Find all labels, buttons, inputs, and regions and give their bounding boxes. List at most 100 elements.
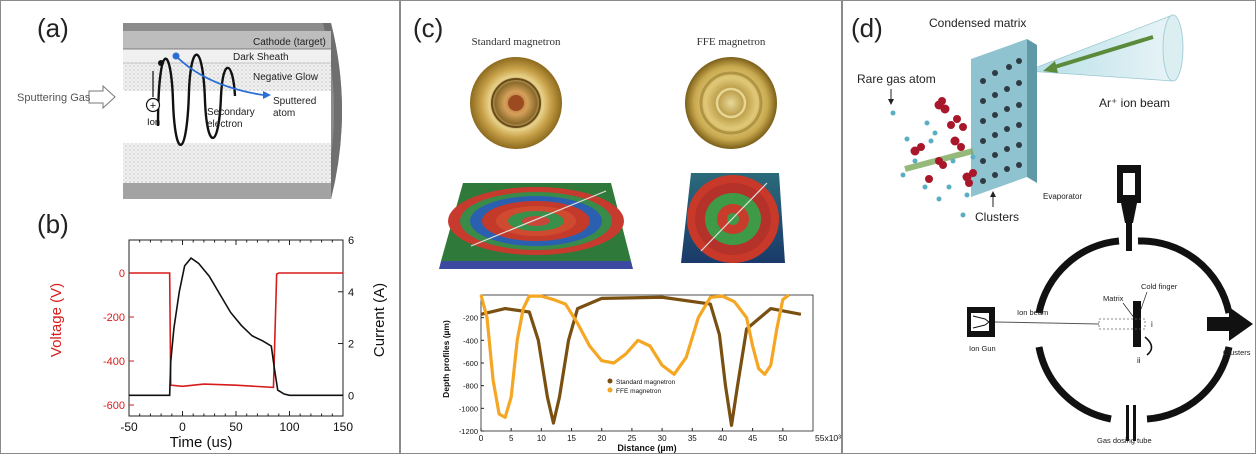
cathode-layer [123, 31, 331, 49]
rare-gas-atoms [890, 110, 976, 218]
ion-beam-arrow-line [1047, 35, 1154, 71]
rare-gas-atom-label: Rare gas atom [857, 72, 936, 86]
voltage-series-line [129, 272, 343, 389]
secondary-electron-label-1: Secondary [207, 107, 255, 118]
y-tick-label: -800 [463, 382, 478, 391]
standard-surface-map [439, 183, 633, 269]
depth-profile-chart: Distance (µm) Depth profiles (µm) 55x10³… [441, 293, 841, 453]
x-tick-label: 30 [658, 434, 667, 443]
x-tick-label: 20 [597, 434, 606, 443]
y-tick-label: -600 [463, 359, 478, 368]
x-tick-label: 0 [179, 420, 186, 434]
gas-dosing-tube-left [1126, 405, 1129, 441]
vacuum-chamber [1035, 237, 1233, 423]
x-tick-label: 5 [509, 434, 514, 443]
tube-bottom-wall [123, 183, 331, 199]
rare-gas-pointer-head [888, 99, 894, 105]
dark-sheath-label: Dark Sheath [233, 52, 289, 63]
sputtered-atom-arrowhead [263, 91, 271, 99]
evaporator-icon [1117, 165, 1141, 251]
legend-standard-label: Standard magnetron [616, 379, 676, 386]
panel-c-label: (c) [413, 13, 444, 43]
pulse-chart-frame [128, 239, 344, 417]
cathode-label: Cathode (target) [253, 37, 326, 48]
sputtered-atom-icon [172, 52, 180, 60]
panel-d: (d) [842, 0, 1256, 454]
panel-d-label: (d) [851, 13, 883, 43]
ion-symbol: + [150, 100, 156, 112]
x-tick-label: 100 [279, 420, 299, 434]
x-tick-label: 15 [567, 434, 576, 443]
condensed-matrix-label: Condensed matrix [929, 16, 1026, 30]
depth-chart-y-axis-label: Depth profiles (µm) [441, 320, 451, 398]
depth-chart-x-multiplier: 55x10³ [815, 433, 841, 443]
y-tick-label: -1200 [459, 427, 478, 436]
y-tick-label: -200 [463, 314, 478, 323]
ffe-surface-map [681, 173, 785, 263]
legend-marker-standard [607, 378, 613, 384]
depth-chart-legend: Standard magnetron FFE magnetron [607, 378, 676, 395]
ion-label: Ion [147, 117, 160, 128]
x-tick-label: 150 [333, 420, 353, 434]
ion-beam-label: Ion beam [1017, 308, 1048, 317]
glow-region-bottom [123, 143, 331, 183]
evaporator-label: Evaporator [1043, 192, 1082, 201]
condensed-matrix-block [971, 39, 1027, 197]
ion-icon [145, 97, 161, 113]
x-tick-label: 50 [778, 434, 787, 443]
cold-finger-label: Cold finger [1141, 282, 1178, 291]
ion-beam-cone-end [1162, 14, 1184, 82]
pulse-chart-x-axis-label: Time (us) [170, 434, 233, 451]
ffe-target-photo [685, 57, 777, 149]
ion-beam-arrowhead [1043, 61, 1058, 73]
clusters-top-label: Clusters [975, 210, 1019, 224]
ffe-magnetron-title: FFE magnetron [696, 36, 766, 48]
x-tick-label: 40 [718, 434, 727, 443]
ar-ion-beam-label: Ar⁺ ion beam [1099, 96, 1170, 110]
panel-a-b: (a) (b) + Ion Sp [0, 0, 400, 454]
rotation-arrow [1144, 336, 1153, 356]
matrix-pointer [1122, 302, 1136, 320]
secondary-electron-label-2: electron [207, 119, 243, 130]
standard-target-center [508, 95, 524, 111]
standard-magnetron-title: Standard magnetron [471, 36, 561, 48]
sputtering-gas-arrow [88, 84, 116, 110]
cold-finger-icon [1133, 301, 1141, 347]
legend-marker-ffe [607, 387, 613, 393]
standard-target-inner-ring [491, 78, 541, 128]
cluster-setup-diagram: Condensed matrix Rare gas atom Ar⁺ ion b… [857, 14, 1253, 445]
pulse-chart: Time (us) Voltage (V) Current (A) -50 0 50… [48, 235, 388, 451]
panel-a-label: (a) [37, 13, 69, 43]
y-tick-label: -400 [463, 336, 478, 345]
x-tick-label: 45 [748, 434, 757, 443]
y-tick-label: 0 [119, 268, 125, 280]
matrix-label: Matrix [1103, 294, 1124, 303]
x-tick-label: 50 [229, 420, 243, 434]
ion-beam-line [994, 321, 1100, 325]
y2-tick-label: 0 [348, 390, 354, 402]
x-tick-label: 25 [627, 434, 636, 443]
sputtering-gas-label: Sputtering Gas [17, 92, 91, 104]
y-tick-label: -600 [103, 400, 125, 412]
y2-tick-label: 2 [348, 339, 354, 351]
ffe-target-ring [699, 71, 763, 135]
panel-c: (c) Standard magnetron FFE magnetron [400, 0, 842, 454]
y-tick-label: -200 [103, 312, 125, 324]
negative-glow-label: Negative Glow [253, 72, 319, 83]
roman-ii-label: ii [1137, 356, 1141, 365]
ion-gun-label: Ion Gun [969, 344, 996, 353]
sputtered-atom-arrow [175, 55, 264, 96]
standard-magnetron-series-line [480, 295, 802, 427]
matrix-particles [980, 58, 1022, 184]
x-tick-label: 10 [537, 434, 546, 443]
electron-trajectory [156, 53, 237, 146]
clusters-output-arrow [1207, 307, 1253, 341]
condensed-matrix-side [1027, 39, 1037, 183]
depth-chart-x-axis-label: Distance (µm) [617, 443, 676, 453]
gas-dosing-tube-label: Gas dosing tube [1097, 436, 1152, 445]
sputtered-atom-label-2: atom [273, 108, 295, 119]
sputtering-schematic: + Ion Sputtering Gas Cathode (target) Da… [17, 23, 342, 199]
legend-ffe-label: FFE magnetron [616, 388, 662, 395]
y-tick-label: -1000 [459, 404, 478, 413]
target-images [439, 57, 785, 269]
